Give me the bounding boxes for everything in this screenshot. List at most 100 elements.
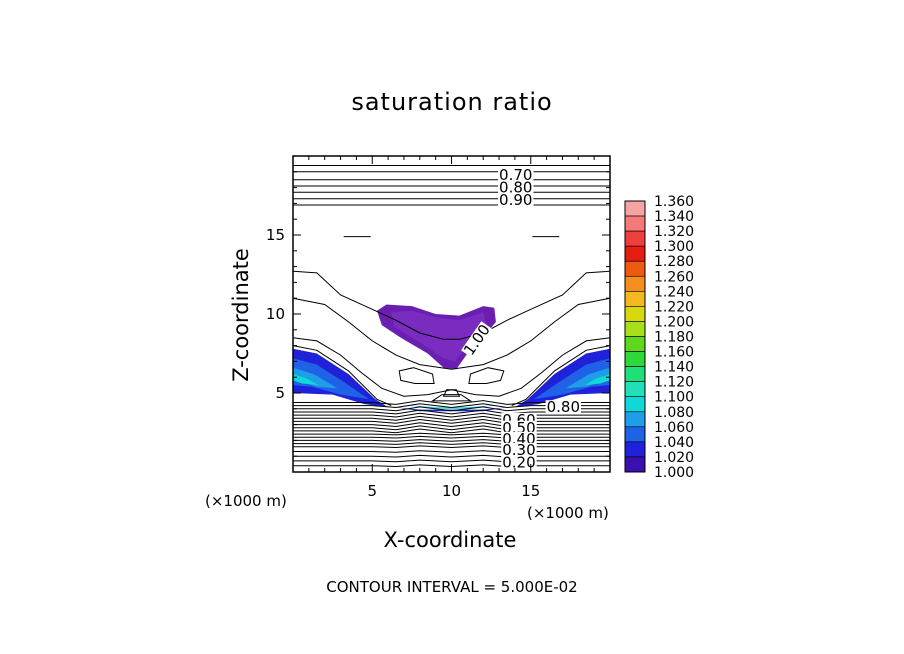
colorbar-swatch — [624, 321, 646, 337]
contour-line — [293, 454, 610, 458]
contour-interval-text: CONTOUR INTERVAL = 5.000E-02 — [326, 578, 578, 596]
colorbar-swatch — [624, 396, 646, 413]
contour-label: 0.20 — [502, 454, 535, 472]
colorbar-label: 1.080 — [654, 405, 694, 421]
contour-label-background — [545, 400, 582, 415]
colorbar-swatch — [624, 291, 646, 307]
colorbar-frame — [624, 200, 646, 473]
contour-line — [293, 445, 610, 449]
contour-line — [293, 435, 610, 439]
x-tick-label: 5 — [367, 482, 377, 500]
colorbar-swatch — [624, 441, 646, 458]
contour-loop — [430, 394, 473, 402]
contour-label-background — [501, 431, 537, 446]
colorbar-swatch — [624, 426, 646, 443]
colorbar-label: 1.220 — [654, 299, 694, 315]
shaded-regions — [293, 304, 610, 412]
colorbar-swatch — [624, 336, 646, 352]
colorbar-label: 1.040 — [654, 435, 694, 451]
colorbar-swatch — [624, 230, 646, 247]
tick-labels: 5 10 15 5 10 15 — [266, 226, 540, 500]
colorbar-label: 1.140 — [654, 360, 694, 376]
left-lobe-outer — [293, 348, 389, 408]
colorbar-label: 1.120 — [654, 375, 694, 391]
colorbar-label: 1.320 — [654, 224, 694, 240]
contour-label-background — [498, 193, 534, 208]
contour-line — [511, 345, 611, 407]
x-unit-label-right: (×1000 m) — [527, 504, 609, 522]
contour-label: 0.80 — [499, 179, 532, 197]
left-lobe-inner — [293, 367, 338, 389]
colorbar-label: 1.360 — [654, 194, 694, 210]
y-tick-label: 15 — [266, 226, 285, 244]
colorbar-label: 1.260 — [654, 269, 694, 285]
contour-line — [292, 345, 392, 407]
contour-labels: 0.700.800.901.000.800.600.500.400.300.20 — [460, 166, 582, 472]
contour-line — [292, 270, 611, 340]
colorbar-swatch — [624, 215, 646, 232]
colorbar-swatch — [624, 260, 646, 277]
left-lobe-mid — [293, 358, 370, 400]
right-lobe-mid — [533, 358, 610, 400]
y-tick-label: 10 — [266, 305, 285, 323]
contour-line — [292, 297, 611, 370]
contour-label-background — [501, 442, 537, 457]
colorbar-label: 1.340 — [654, 209, 694, 225]
y-axis-label: Z-coordinate — [229, 248, 253, 382]
contour-label-background — [501, 420, 537, 435]
colorbar-label: 1.300 — [654, 239, 694, 255]
colorbar-label: 1.060 — [654, 420, 694, 436]
contour-label-background — [501, 455, 537, 470]
colorbar-label: 1.200 — [654, 314, 694, 330]
contour-label-background — [498, 167, 534, 182]
colorbar-swatch — [624, 245, 646, 262]
x-axis-label: X-coordinate — [383, 528, 517, 552]
colorbar-label: 1.020 — [654, 450, 694, 466]
contour-label: 0.70 — [499, 166, 532, 184]
colorbar-label: 1.180 — [654, 330, 694, 346]
colorbar-label: 1.100 — [654, 390, 694, 406]
contour-label: 0.80 — [547, 398, 580, 416]
colorbar-swatch — [624, 381, 646, 398]
colorbar-swatch — [624, 200, 646, 217]
contour-line — [293, 439, 610, 442]
x-unit-label-left: (×1000 m) — [205, 492, 287, 510]
contour-loop — [442, 389, 461, 397]
left-lobe-core — [293, 374, 319, 386]
contour-label: 0.90 — [499, 191, 532, 209]
contour-line — [293, 406, 610, 412]
contour-line — [293, 403, 610, 409]
contour-label: 0.30 — [502, 441, 535, 459]
contour-line — [293, 450, 610, 453]
colorbar-swatch — [624, 275, 646, 292]
contour-label-background — [498, 180, 534, 195]
colorbar-swatch — [624, 351, 646, 367]
axis-ticks — [293, 156, 610, 472]
y-tick-label: 5 — [275, 384, 285, 402]
colorbar-label: 1.280 — [654, 254, 694, 270]
right-lobe-inner — [565, 367, 610, 389]
x-tick-label: 15 — [521, 482, 540, 500]
right-lobe-outer — [514, 348, 610, 408]
colorbar-label: 1.000 — [654, 465, 694, 481]
contour-loop — [398, 367, 435, 384]
contour-line — [293, 459, 610, 463]
contour-lines — [292, 165, 611, 468]
chart-title: saturation ratio — [351, 88, 553, 116]
contour-line — [293, 432, 610, 436]
contour-label-background — [461, 321, 493, 359]
contour-line — [293, 442, 610, 445]
colorbar-swatch — [624, 411, 646, 428]
contour-loop — [468, 367, 505, 384]
colorbar-swatch — [624, 366, 646, 382]
colorbar-label: 1.160 — [654, 345, 694, 361]
colorbar: 1.3601.3401.3201.3001.2801.2601.2401.220… — [624, 194, 694, 481]
colorbar-label: 1.240 — [654, 284, 694, 300]
colorbar-swatch — [624, 456, 646, 473]
contour-line — [293, 400, 610, 405]
x-tick-label: 10 — [442, 482, 461, 500]
right-lobe-core — [584, 374, 610, 386]
contour-line — [293, 409, 610, 415]
colorbar-swatch — [624, 306, 646, 322]
